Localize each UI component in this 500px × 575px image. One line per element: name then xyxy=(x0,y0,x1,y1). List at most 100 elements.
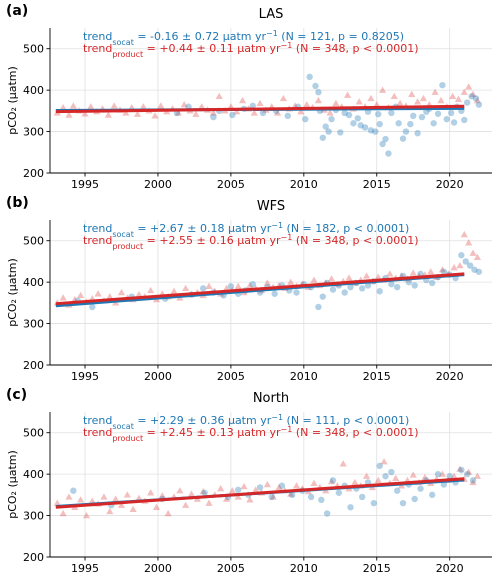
trend-tail: (N = 348, p < 0.0001) xyxy=(292,42,418,55)
point-product xyxy=(437,96,445,104)
point-product xyxy=(170,287,178,294)
x-tick-label: 2015 xyxy=(363,562,391,575)
trend-sup: −1 xyxy=(271,221,283,230)
trend-annotation-product: trendproduct = +0.44 ± 0.11 μatm yr−1 (N… xyxy=(83,41,419,59)
point-product xyxy=(100,493,108,500)
point-socat xyxy=(472,95,480,102)
point-product xyxy=(117,501,126,508)
point-product xyxy=(310,276,318,283)
trend-line-product xyxy=(55,477,465,509)
trend-annotation-product: trendproduct = +2.45 ± 0.13 μatm yr−1 (N… xyxy=(83,425,419,443)
point-product xyxy=(234,493,242,500)
point-product xyxy=(174,109,182,116)
point-product xyxy=(147,286,155,294)
point-socat xyxy=(447,109,455,117)
trend-sub: socat xyxy=(112,422,134,431)
point-product xyxy=(450,264,458,271)
point-product xyxy=(314,96,323,104)
panel-title: North xyxy=(253,391,289,406)
point-product xyxy=(427,268,435,275)
y-tick-label: 500 xyxy=(23,235,44,248)
point-socat xyxy=(361,124,369,131)
point-socat xyxy=(268,493,275,501)
point-product xyxy=(392,474,400,481)
point-socat xyxy=(322,123,329,130)
point-socat xyxy=(89,303,96,311)
trend-sup: −1 xyxy=(281,425,293,434)
point-socat xyxy=(312,82,319,90)
point-product xyxy=(246,496,254,503)
point-socat xyxy=(440,481,448,488)
trend-prefix: trend xyxy=(83,414,112,427)
y-tick-label: 200 xyxy=(23,551,44,564)
point-socat xyxy=(450,119,458,126)
point-product xyxy=(238,96,247,104)
point-socat xyxy=(393,487,401,494)
y-tick-label: 300 xyxy=(23,126,44,139)
point-product xyxy=(151,112,159,119)
point-product xyxy=(82,511,91,519)
trend-tail: (N = 121, p = 0.8205) xyxy=(278,30,404,43)
point-socat xyxy=(271,290,278,297)
trend-prefix: trend xyxy=(83,234,112,247)
point-socat xyxy=(329,477,337,484)
point-product xyxy=(158,492,166,499)
point-socat xyxy=(249,281,256,288)
point-socat xyxy=(284,112,291,120)
x-tick-label: 1995 xyxy=(71,178,99,191)
point-socat xyxy=(428,279,436,287)
point-socat xyxy=(249,102,256,110)
point-product xyxy=(297,108,305,115)
point-product xyxy=(217,485,225,492)
trend-tail: (N = 111, p < 0.0001) xyxy=(283,414,409,427)
point-product xyxy=(438,470,447,477)
point-socat xyxy=(307,493,315,501)
point-product xyxy=(233,108,241,115)
point-socat xyxy=(430,120,437,127)
point-socat xyxy=(411,282,418,289)
series-product xyxy=(53,83,482,119)
point-socat xyxy=(318,496,325,504)
point-product xyxy=(112,495,120,502)
trend-sub: product xyxy=(112,434,143,443)
point-product xyxy=(409,471,417,478)
point-socat xyxy=(337,129,344,136)
point-socat xyxy=(388,468,395,476)
point-socat xyxy=(458,252,465,259)
point-product xyxy=(339,460,347,467)
point-socat xyxy=(388,281,395,288)
point-product xyxy=(198,103,206,110)
point-product xyxy=(59,103,67,111)
point-socat xyxy=(385,150,392,157)
x-tick-label: 2005 xyxy=(217,178,245,191)
y-tick-label: 300 xyxy=(23,510,44,523)
point-product xyxy=(450,472,458,479)
point-product xyxy=(234,282,242,289)
point-product xyxy=(414,98,422,105)
panel-north: 1995 2000 2005 2010 2015 2020 200 300 400 500 pCO₂… xyxy=(6,387,492,575)
point-socat xyxy=(364,282,372,289)
x-tick-label: 2005 xyxy=(217,562,245,575)
trend-body: = +2.29 ± 0.36 μatm yr xyxy=(134,414,272,427)
point-socat xyxy=(468,93,475,100)
point-product xyxy=(240,482,248,490)
point-product xyxy=(431,88,439,95)
point-product xyxy=(180,101,188,108)
point-product xyxy=(133,110,142,117)
point-product xyxy=(263,480,271,488)
point-product xyxy=(373,101,381,108)
point-socat xyxy=(329,286,337,293)
point-socat xyxy=(469,477,477,484)
trend-sub: product xyxy=(112,50,143,59)
x-tick-label: 2000 xyxy=(144,370,172,383)
point-socat xyxy=(439,81,446,89)
point-product xyxy=(351,478,359,486)
point-product xyxy=(469,478,477,486)
point-product xyxy=(88,497,96,504)
point-socat xyxy=(402,128,410,135)
trend-sup: −1 xyxy=(266,29,278,38)
point-product xyxy=(187,490,196,497)
trend-annotation-product: trendproduct = +2.55 ± 0.16 μatm yr−1 (N… xyxy=(83,233,419,251)
point-product xyxy=(69,102,77,109)
y-axis-label: pCO₂ (μatm) xyxy=(6,450,19,519)
